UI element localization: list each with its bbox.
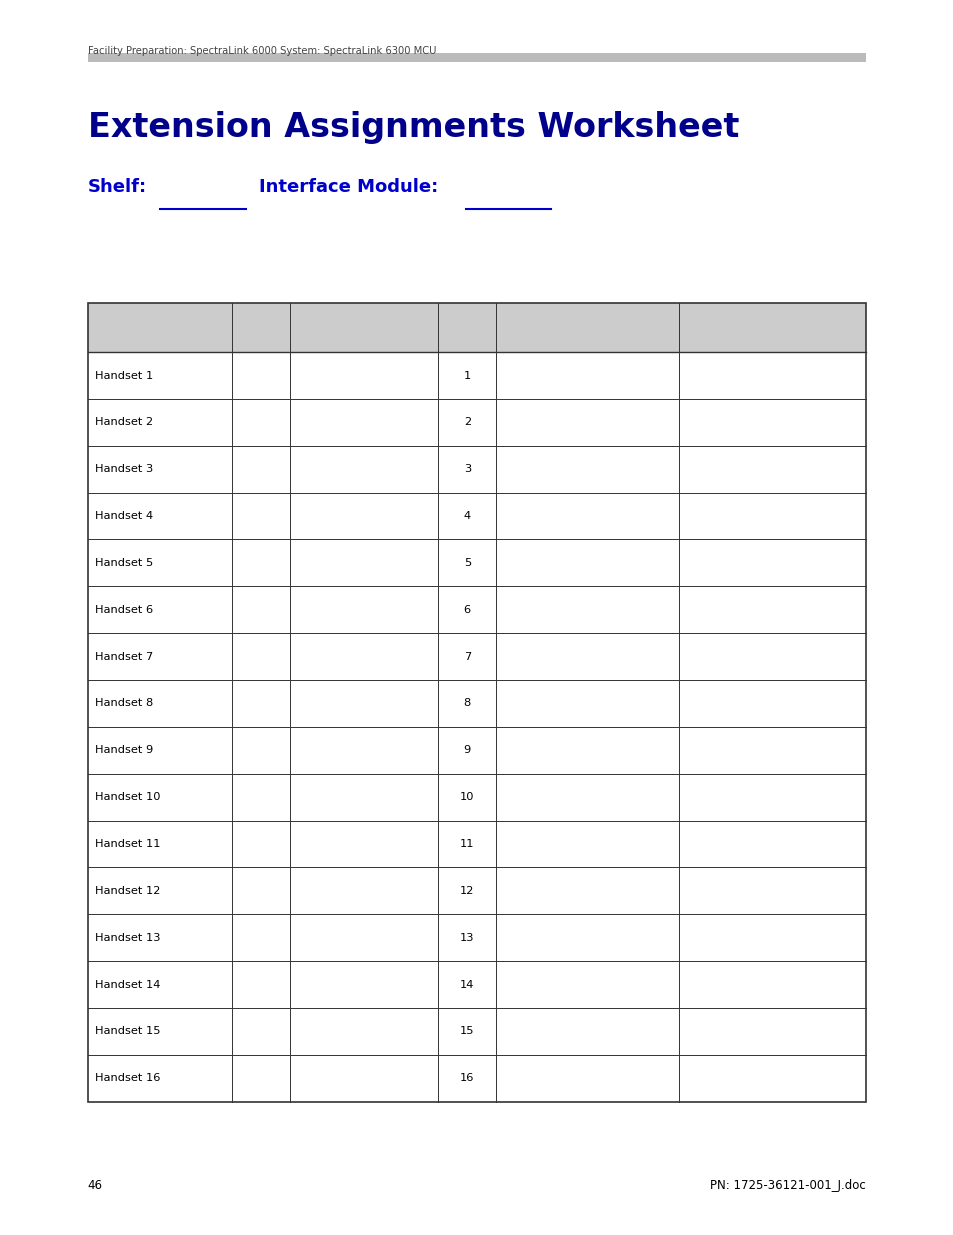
Text: Handset 7: Handset 7 xyxy=(95,652,153,662)
Text: Handset 16: Handset 16 xyxy=(95,1073,161,1083)
Text: Interface Module:: Interface Module: xyxy=(259,178,438,196)
Text: Handset 9: Handset 9 xyxy=(95,745,153,756)
Bar xyxy=(88,53,865,62)
Bar xyxy=(88,303,865,352)
Text: Handset 1: Handset 1 xyxy=(95,370,153,380)
Text: PN: 1725-36121-001_J.doc: PN: 1725-36121-001_J.doc xyxy=(710,1179,865,1192)
Text: Handset 15: Handset 15 xyxy=(95,1026,161,1036)
Text: 8: 8 xyxy=(463,699,471,709)
Text: 2: 2 xyxy=(463,417,471,427)
Text: Extension Assignments Worksheet: Extension Assignments Worksheet xyxy=(88,111,739,144)
Text: Handset 14: Handset 14 xyxy=(95,979,161,989)
Text: 4: 4 xyxy=(463,511,471,521)
Text: 13: 13 xyxy=(459,932,474,942)
Text: Handset 3: Handset 3 xyxy=(95,464,153,474)
Text: 5: 5 xyxy=(463,558,471,568)
Text: 16: 16 xyxy=(459,1073,474,1083)
Bar xyxy=(88,303,865,1102)
Text: Handset 11: Handset 11 xyxy=(95,839,161,848)
Text: Handset 13: Handset 13 xyxy=(95,932,161,942)
Text: Shelf:: Shelf: xyxy=(88,178,147,196)
Text: 11: 11 xyxy=(459,839,474,848)
Text: Handset 2: Handset 2 xyxy=(95,417,153,427)
Text: Handset 10: Handset 10 xyxy=(95,792,161,803)
Text: 14: 14 xyxy=(459,979,474,989)
Text: Handset 8: Handset 8 xyxy=(95,699,153,709)
Text: 15: 15 xyxy=(459,1026,474,1036)
Text: 7: 7 xyxy=(463,652,471,662)
Text: Handset 5: Handset 5 xyxy=(95,558,153,568)
Text: 46: 46 xyxy=(88,1179,103,1192)
Text: 3: 3 xyxy=(463,464,471,474)
Text: Facility Preparation: SpectraLink 6000 System: SpectraLink 6300 MCU: Facility Preparation: SpectraLink 6000 S… xyxy=(88,46,436,56)
Text: Handset 12: Handset 12 xyxy=(95,885,161,895)
Text: Handset 6: Handset 6 xyxy=(95,605,153,615)
Text: 12: 12 xyxy=(459,885,474,895)
Text: Handset 4: Handset 4 xyxy=(95,511,153,521)
Text: 6: 6 xyxy=(463,605,471,615)
Text: 10: 10 xyxy=(459,792,474,803)
Text: 1: 1 xyxy=(463,370,471,380)
Text: 9: 9 xyxy=(463,745,471,756)
